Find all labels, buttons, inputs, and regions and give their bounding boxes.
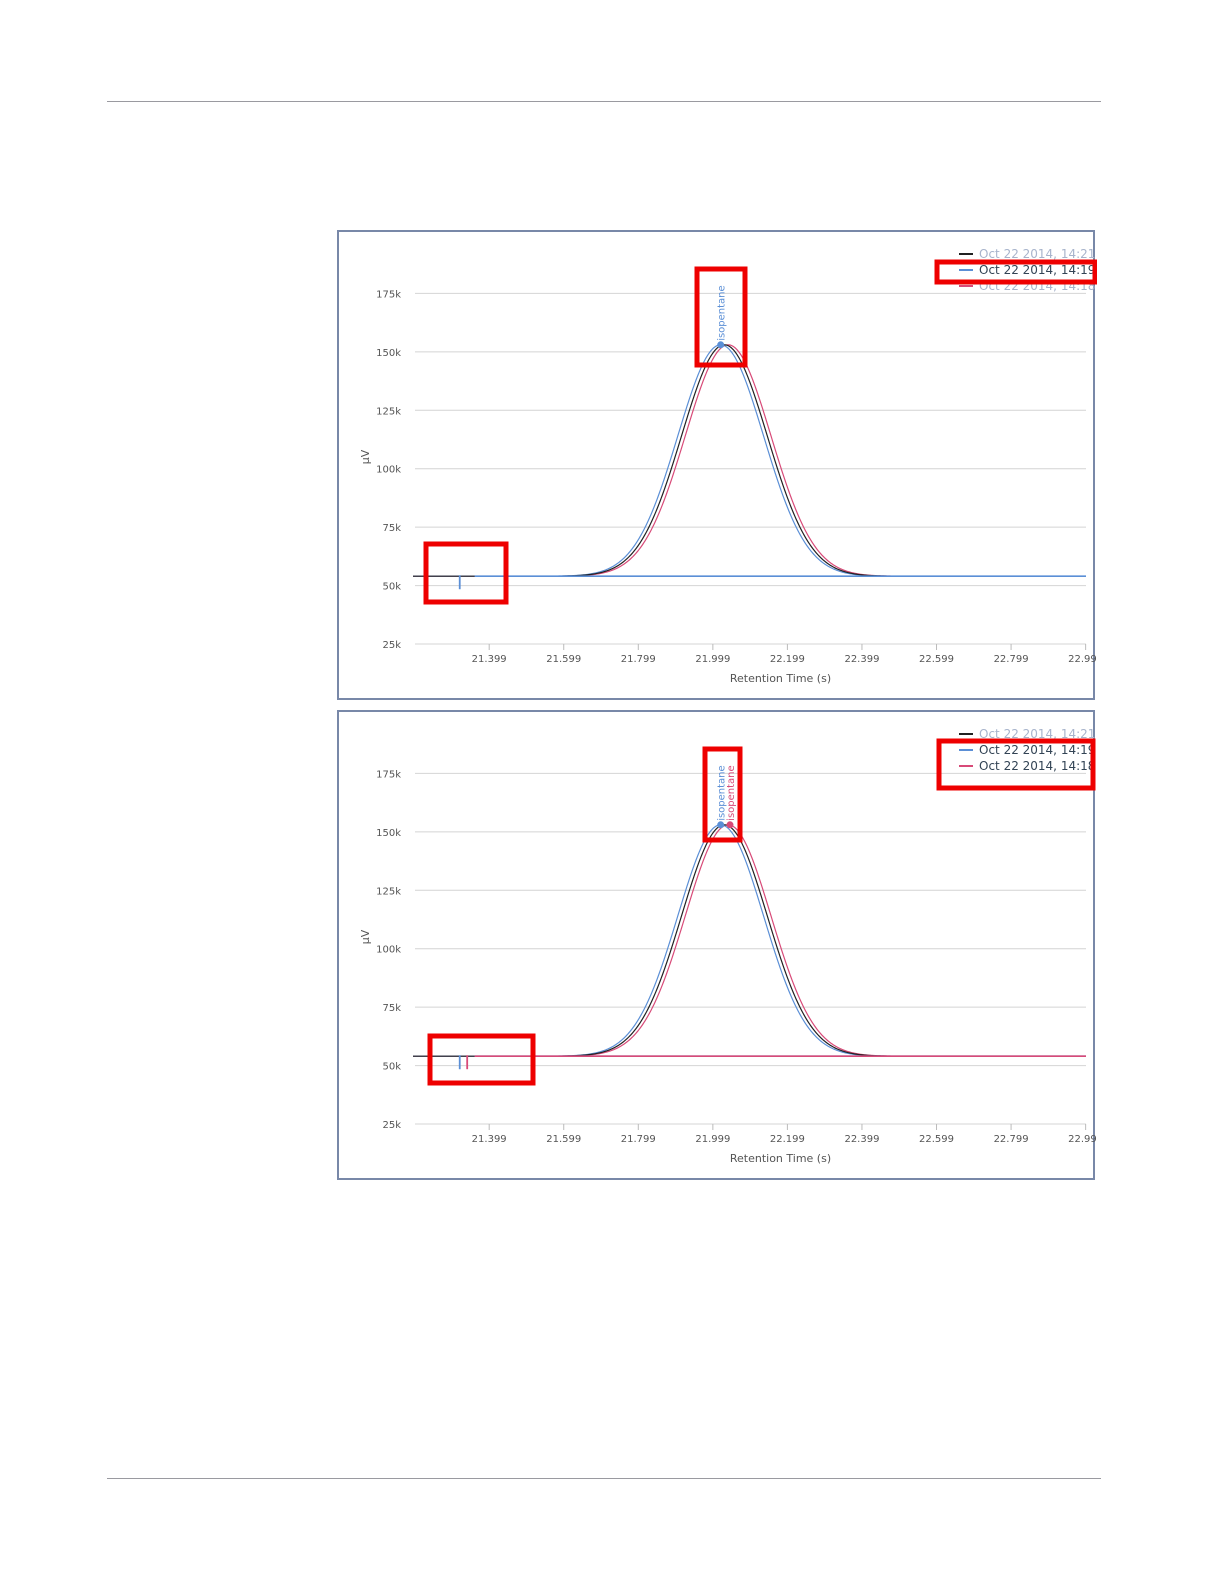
peak-label: isopentane — [717, 765, 728, 820]
y-tick-label: 125k — [376, 406, 401, 417]
chromatogram-panel-1: 25k 50k 75k 100k 125k 150k 175k 21.399 21.599 21.… — [337, 230, 1097, 700]
x-axis-title: Retention Time (s) — [730, 1152, 831, 1165]
series-line — [413, 344, 1086, 577]
x-tick-label: 21.799 — [621, 654, 656, 665]
legend-item: Oct 22 2014, 14:18 — [979, 759, 1095, 773]
y-tick-label: 25k — [382, 640, 401, 651]
y-tick-label: 75k — [382, 1003, 401, 1014]
legend-item: Oct 22 2014, 14:21 — [979, 247, 1095, 261]
series-line — [413, 824, 1086, 1057]
x-tick-label: 22.199 — [770, 1134, 805, 1145]
x-tick-label: 21.999 — [695, 1134, 730, 1145]
highlight-box — [423, 541, 509, 605]
y-tick-label: 150k — [376, 828, 401, 839]
x-tick-label: 22.599 — [919, 1134, 954, 1145]
x-tick-label: 22.399 — [844, 654, 879, 665]
x-tick-label: 22.999 — [1068, 1134, 1097, 1145]
y-tick-label: 100k — [376, 945, 401, 956]
series-line — [413, 824, 1086, 1057]
y-tick-label: 175k — [376, 769, 401, 780]
x-tick-label: 22.799 — [994, 654, 1029, 665]
y-axis-title: µV — [359, 929, 372, 944]
x-tick-label: 21.799 — [621, 1134, 656, 1145]
chart-svg: 25k 50k 75k 100k 125k 150k 175k 21.399 21.599 21.… — [359, 727, 1097, 1165]
footer-rule — [107, 1478, 1101, 1479]
peak-label: isopentane — [717, 285, 728, 340]
highlight-box — [934, 259, 1097, 285]
y-tick-label: 175k — [376, 289, 401, 300]
x-tick-label: 22.599 — [919, 654, 954, 665]
x-tick-label: 22.999 — [1068, 654, 1097, 665]
series-line — [413, 344, 1086, 577]
chart-svg: 25k 50k 75k 100k 125k 150k 175k 21.399 21.599 21.… — [359, 247, 1097, 685]
series-line — [413, 344, 1086, 577]
x-tick-label: 22.199 — [770, 654, 805, 665]
y-tick-label: 25k — [382, 1120, 401, 1131]
y-tick-label: 100k — [376, 465, 401, 476]
x-tick-label: 21.599 — [546, 1134, 581, 1145]
x-tick-label: 21.399 — [472, 1134, 507, 1145]
x-tick-label: 21.399 — [472, 654, 507, 665]
highlight-box — [936, 738, 1096, 791]
x-axis-title: Retention Time (s) — [730, 672, 831, 685]
peak-marker — [717, 821, 725, 829]
y-tick-label: 150k — [376, 348, 401, 359]
peak-marker — [726, 821, 734, 829]
y-tick-label: 50k — [382, 1062, 401, 1073]
highlight-box — [702, 746, 743, 843]
legend-item: Oct 22 2014, 14:19 — [979, 743, 1095, 757]
peak-marker — [717, 341, 725, 349]
legend-item: Oct 22 2014, 14:21 — [979, 727, 1095, 741]
series-line — [413, 824, 1086, 1057]
x-tick-label: 22.799 — [994, 1134, 1029, 1145]
x-tick-label: 21.599 — [546, 654, 581, 665]
x-tick-label: 22.399 — [844, 1134, 879, 1145]
highlight-box — [427, 1033, 536, 1086]
y-tick-label: 125k — [376, 886, 401, 897]
y-axis-title: µV — [359, 449, 372, 464]
y-tick-label: 75k — [382, 523, 401, 534]
x-tick-label: 21.999 — [695, 654, 730, 665]
y-tick-label: 50k — [382, 582, 401, 593]
highlight-box — [694, 266, 748, 368]
peak-label: isopentane — [726, 765, 737, 820]
header-rule — [107, 101, 1101, 102]
legend-item: Oct 22 2014, 14:19 — [979, 263, 1095, 277]
chromatogram-panel-2: 25k 50k 75k 100k 125k 150k 175k 21.399 21.599 21.… — [337, 710, 1097, 1180]
